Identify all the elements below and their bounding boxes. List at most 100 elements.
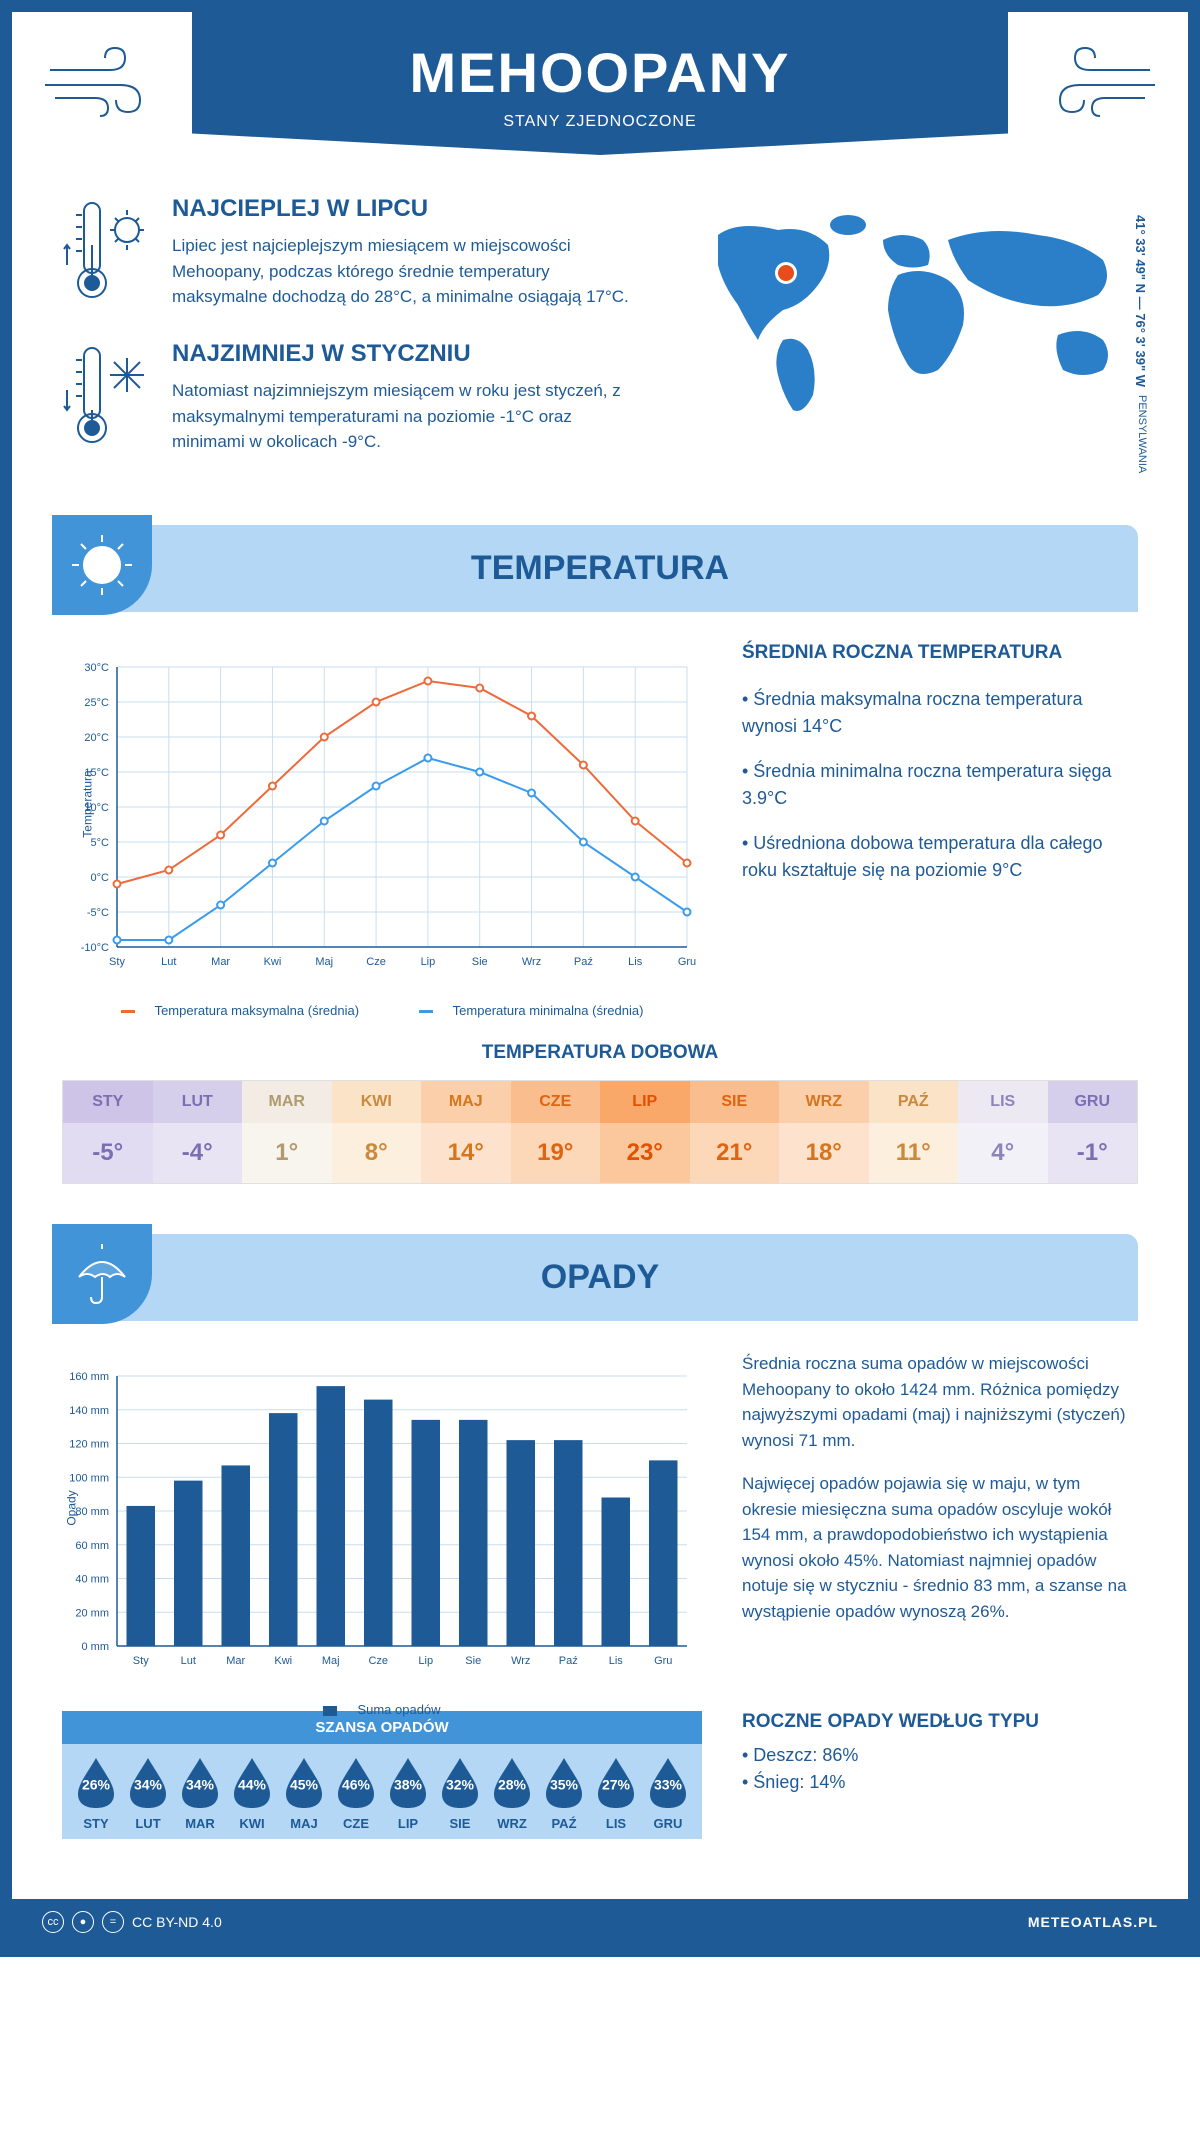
svg-text:Kwi: Kwi bbox=[274, 1655, 292, 1667]
svg-text:-10°C: -10°C bbox=[81, 942, 109, 954]
svg-text:Lip: Lip bbox=[421, 956, 436, 968]
chance-cell: 46% CZE bbox=[330, 1756, 382, 1831]
daily-cell: STY -5° bbox=[63, 1081, 153, 1183]
chance-cell: 45% MAJ bbox=[278, 1756, 330, 1831]
daily-cell: PAŹ 11° bbox=[869, 1081, 959, 1183]
svg-text:80 mm: 80 mm bbox=[75, 1506, 109, 1518]
temperature-line-chart: Temperatura -10°C-5°C0°C5°C10°C15°C20°C2… bbox=[62, 642, 702, 992]
site-name: METEOATLAS.PL bbox=[1028, 1914, 1158, 1930]
region-label: PENSYLWANIA bbox=[1136, 395, 1148, 473]
svg-text:60 mm: 60 mm bbox=[75, 1540, 109, 1552]
chance-cell: 27% LIS bbox=[590, 1756, 642, 1831]
svg-text:Sie: Sie bbox=[472, 956, 488, 968]
chance-cell: 35% PAŹ bbox=[538, 1756, 590, 1831]
by-icon: ● bbox=[72, 1911, 94, 1933]
svg-text:20°C: 20°C bbox=[84, 732, 109, 744]
warmest-block: NAJCIEPLEJ W LIPCU Lipiec jest najcieple… bbox=[62, 195, 648, 310]
svg-text:-5°C: -5°C bbox=[87, 907, 109, 919]
precip-type-info: ROCZNE OPADY WEDŁUG TYPU • Deszcz: 86% •… bbox=[742, 1711, 1138, 1839]
daily-cell: KWI 8° bbox=[332, 1081, 422, 1183]
svg-text:Wrz: Wrz bbox=[511, 1655, 530, 1667]
annual-temp-info: ŚREDNIA ROCZNA TEMPERATURA • Średnia mak… bbox=[742, 642, 1138, 992]
daily-cell: LIS 4° bbox=[958, 1081, 1048, 1183]
chance-cell: 26% STY bbox=[70, 1756, 122, 1831]
precipitation-bar-chart: Opady 0 mm20 mm40 mm60 mm80 mm100 mm120 … bbox=[62, 1351, 702, 1691]
daily-cell: LUT -4° bbox=[153, 1081, 243, 1183]
svg-text:Lut: Lut bbox=[181, 1655, 196, 1667]
world-map: 41° 33' 49" N — 76° 3' 39" W PENSYLWANIA bbox=[688, 195, 1138, 485]
chance-cell: 38% LIP bbox=[382, 1756, 434, 1831]
daily-cell: CZE 19° bbox=[511, 1081, 601, 1183]
coldest-title: NAJZIMNIEJ W STYCZNIU bbox=[172, 340, 648, 368]
summary-row: NAJCIEPLEJ W LIPCU Lipiec jest najcieple… bbox=[12, 195, 1188, 525]
chance-cell: 28% WRZ bbox=[486, 1756, 538, 1831]
svg-text:Lut: Lut bbox=[161, 956, 176, 968]
precip-chart-legend: Suma opadów bbox=[62, 1702, 702, 1717]
daily-cell: WRZ 18° bbox=[779, 1081, 869, 1183]
svg-text:20 mm: 20 mm bbox=[75, 1607, 109, 1619]
svg-text:100 mm: 100 mm bbox=[69, 1472, 109, 1484]
daily-cell: SIE 21° bbox=[690, 1081, 780, 1183]
temperature-section-header: TEMPERATURA bbox=[62, 525, 1138, 612]
daily-cell: GRU -1° bbox=[1048, 1081, 1138, 1183]
svg-text:30°C: 30°C bbox=[84, 662, 109, 674]
thermometer-hot-icon bbox=[62, 195, 152, 310]
license-text: CC BY-ND 4.0 bbox=[132, 1914, 222, 1930]
svg-text:Mar: Mar bbox=[211, 956, 230, 968]
svg-text:Cze: Cze bbox=[368, 1655, 388, 1667]
svg-text:Maj: Maj bbox=[315, 956, 333, 968]
precipitation-section-header: OPADY bbox=[62, 1234, 1138, 1321]
svg-text:Lip: Lip bbox=[418, 1655, 433, 1667]
svg-text:0 mm: 0 mm bbox=[82, 1641, 110, 1653]
chance-cell: 34% LUT bbox=[122, 1756, 174, 1831]
svg-text:Lis: Lis bbox=[609, 1655, 624, 1667]
precipitation-info: Średnia roczna suma opadów w miejscowośc… bbox=[742, 1351, 1138, 1691]
wind-icon bbox=[1040, 40, 1160, 125]
daily-cell: LIP 23° bbox=[600, 1081, 690, 1183]
country-subtitle: STANY ZJEDNOCZONE bbox=[212, 113, 988, 131]
city-title: MEHOOPANY bbox=[212, 40, 988, 105]
wind-icon bbox=[40, 40, 160, 125]
svg-text:Cze: Cze bbox=[366, 956, 386, 968]
svg-text:Maj: Maj bbox=[322, 1655, 340, 1667]
umbrella-icon bbox=[52, 1224, 152, 1324]
svg-text:Wrz: Wrz bbox=[522, 956, 541, 968]
svg-text:Gru: Gru bbox=[678, 956, 696, 968]
svg-text:5°C: 5°C bbox=[91, 837, 110, 849]
page-footer: cc ● = CC BY-ND 4.0 METEOATLAS.PL bbox=[12, 1899, 1188, 1945]
coldest-block: NAJZIMNIEJ W STYCZNIU Natomiast najzimni… bbox=[62, 340, 648, 455]
svg-text:25°C: 25°C bbox=[84, 697, 109, 709]
thermometer-cold-icon bbox=[62, 340, 152, 455]
warmest-title: NAJCIEPLEJ W LIPCU bbox=[172, 195, 648, 223]
svg-text:Sty: Sty bbox=[109, 956, 125, 968]
daily-temp-title: TEMPERATURA DOBOWA bbox=[12, 1042, 1188, 1064]
svg-text:Sie: Sie bbox=[465, 1655, 481, 1667]
daily-cell: MAR 1° bbox=[242, 1081, 332, 1183]
daily-cell: MAJ 14° bbox=[421, 1081, 511, 1183]
nd-icon: = bbox=[102, 1911, 124, 1933]
svg-text:Paź: Paź bbox=[574, 956, 593, 968]
svg-text:140 mm: 140 mm bbox=[69, 1405, 109, 1417]
svg-text:120 mm: 120 mm bbox=[69, 1439, 109, 1451]
svg-text:Sty: Sty bbox=[133, 1655, 149, 1667]
daily-temp-table: STY -5° LUT -4° MAR 1° KWI 8° MAJ 14° CZ… bbox=[62, 1080, 1138, 1184]
coldest-text: Natomiast najzimniejszym miesiącem w rok… bbox=[172, 378, 648, 455]
chance-cell: 44% KWI bbox=[226, 1756, 278, 1831]
svg-text:Gru: Gru bbox=[654, 1655, 672, 1667]
chance-cell: 32% SIE bbox=[434, 1756, 486, 1831]
warmest-text: Lipiec jest najcieplejszym miesiącem w m… bbox=[172, 233, 648, 310]
sun-icon bbox=[52, 515, 152, 615]
svg-text:Lis: Lis bbox=[628, 956, 643, 968]
svg-text:Kwi: Kwi bbox=[264, 956, 282, 968]
coordinates: 41° 33' 49" N — 76° 3' 39" W bbox=[1133, 215, 1148, 387]
svg-text:Paź: Paź bbox=[559, 1655, 578, 1667]
svg-text:0°C: 0°C bbox=[91, 872, 110, 884]
page-header: MEHOOPANY STANY ZJEDNOCZONE bbox=[192, 12, 1008, 155]
cc-icon: cc bbox=[42, 1911, 64, 1933]
chance-strip: 26% STY 34% LUT 34% MAR 44% KWI bbox=[62, 1744, 702, 1839]
chance-cell: 33% GRU bbox=[642, 1756, 694, 1831]
chance-cell: 34% MAR bbox=[174, 1756, 226, 1831]
svg-text:40 mm: 40 mm bbox=[75, 1574, 109, 1586]
svg-text:Mar: Mar bbox=[226, 1655, 245, 1667]
svg-text:160 mm: 160 mm bbox=[69, 1371, 109, 1383]
